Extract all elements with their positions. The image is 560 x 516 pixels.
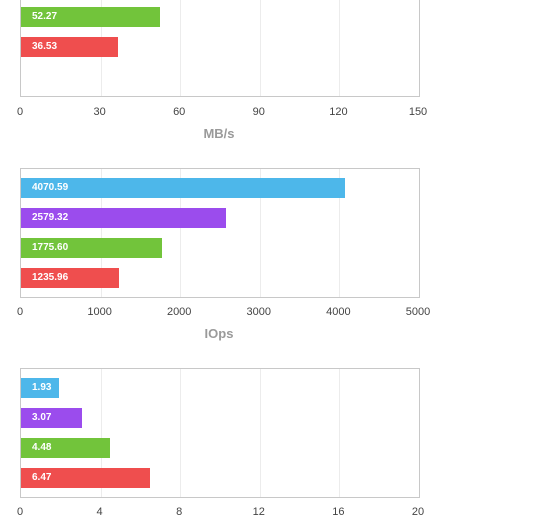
- latency-tick-label: 16: [332, 506, 345, 516]
- throughput-bar-label: 36.53: [32, 41, 58, 52]
- iops-axis-title: IOps: [204, 326, 234, 341]
- throughput-gridline: [180, 0, 182, 96]
- iops-bar: 1235.96: [21, 268, 120, 288]
- iops-bar-label: 2579.32: [32, 212, 69, 223]
- latency-bar: 6.47: [21, 468, 150, 488]
- latency-tick-label: 12: [252, 506, 265, 516]
- iops-gridline: [339, 169, 341, 297]
- latency-tick-label: 0: [16, 506, 24, 516]
- throughput-tick-label: 120: [329, 106, 348, 118]
- iops-tick-label: 5000: [405, 306, 431, 318]
- throughput-gridline: [259, 0, 261, 96]
- iops-tick-label: 1000: [87, 306, 112, 318]
- latency-bar: 4.48: [21, 438, 111, 458]
- iops-gridline: [180, 169, 182, 297]
- latency-tick-label: 4: [96, 506, 103, 516]
- latency-gridline: [339, 369, 341, 497]
- iops-tick-label: 3000: [246, 306, 272, 318]
- latency-bar-label: 3.07: [32, 412, 52, 423]
- latency-bar-label: 6.47: [32, 472, 52, 483]
- throughput-tick-label: 30: [93, 106, 106, 118]
- latency-gridline: [259, 369, 261, 497]
- iops-bar: 1775.60: [21, 238, 163, 258]
- latency-bar-label: 1.93: [32, 382, 52, 393]
- iops-bar-label: 1235.96: [32, 272, 69, 283]
- iops-bar-label: 4070.59: [32, 182, 69, 193]
- throughput-tick-label: 150: [408, 106, 428, 118]
- throughput-gridline: [339, 0, 341, 96]
- iops-bar: 2579.32: [21, 208, 227, 228]
- latency-tick-label: 8: [176, 506, 183, 516]
- throughput-tick-label: 60: [173, 106, 186, 118]
- latency-gridline: [100, 369, 102, 497]
- throughput-bar-label: 52.27: [32, 11, 58, 22]
- latency-bar-label: 4.48: [32, 442, 52, 453]
- iops-bar: 4070.59: [21, 178, 346, 198]
- iops-tick-label: 0: [16, 306, 24, 318]
- throughput-bar: 36.53: [21, 37, 118, 57]
- throughput-bar: 52.27: [21, 7, 160, 27]
- latency-plot-area: 1.93 3.07 4.48 6.47: [20, 368, 420, 498]
- iops-plot-area: 4070.59 2579.32 1775.60 1235.96: [20, 168, 420, 298]
- throughput-axis-title: MB/s: [203, 126, 235, 141]
- throughput-tick-label: 90: [252, 106, 265, 118]
- iops-gridline: [100, 169, 102, 297]
- iops-gridline: [259, 169, 261, 297]
- iops-tick-label: 4000: [326, 306, 351, 318]
- latency-tick-label: 20: [411, 506, 425, 516]
- throughput-tick-label: 0: [16, 106, 24, 118]
- iops-tick-label: 2000: [166, 306, 192, 318]
- latency-bar: 3.07: [21, 408, 83, 428]
- iops-bar-label: 1775.60: [32, 242, 69, 253]
- latency-bar: 1.93: [21, 378, 60, 398]
- latency-gridline: [180, 369, 182, 497]
